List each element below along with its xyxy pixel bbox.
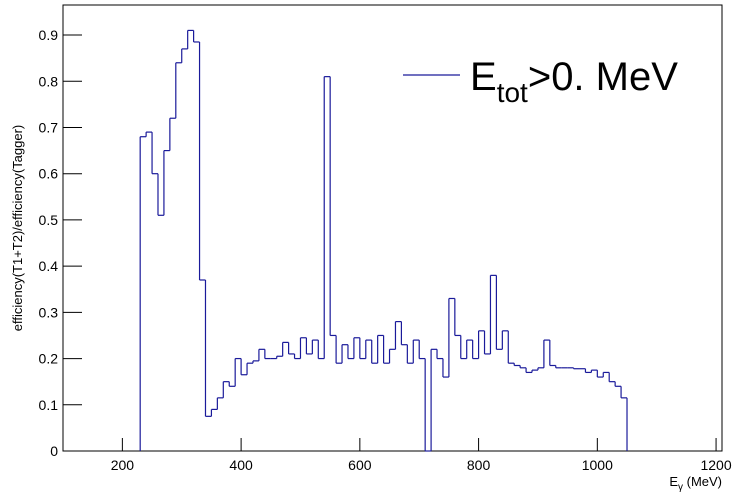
y-tick-label: 0.4 (39, 258, 59, 274)
x-tick-label: 600 (348, 457, 372, 473)
x-label-base: E (669, 474, 678, 489)
y-tick-label: 0.2 (39, 351, 59, 367)
x-tick-label: 400 (229, 457, 253, 473)
y-tick-label: 0.5 (39, 212, 59, 228)
legend-rest: >0. MeV (528, 55, 678, 99)
legend-subscript: tot (497, 77, 528, 108)
y-tick-label: 0.3 (39, 304, 59, 320)
x-tick-label: 200 (111, 457, 135, 473)
x-label-rest: (MeV) (683, 474, 722, 489)
y-tick-label: 0.1 (39, 397, 59, 413)
plot-frame (62, 4, 723, 452)
y-axis-label: efficiency(T1+T2)/efficiency(Tagger) (10, 125, 25, 332)
x-tick-label: 1200 (700, 457, 731, 473)
legend-entry: Etot>0. MeV (470, 55, 678, 108)
y-tick-label: 0 (50, 443, 58, 459)
x-label-subscript: γ (678, 482, 683, 493)
x-tick-label: 800 (467, 457, 491, 473)
y-tick-label: 0.7 (39, 119, 59, 135)
y-tick-label: 0.8 (39, 73, 59, 89)
y-tick-label: 0.9 (39, 27, 59, 43)
x-axis-label: Eγ (MeV) (669, 474, 722, 493)
legend-base: E (470, 55, 497, 99)
y-tick-label: 0.6 (39, 166, 59, 182)
x-tick-label: 1000 (582, 457, 613, 473)
